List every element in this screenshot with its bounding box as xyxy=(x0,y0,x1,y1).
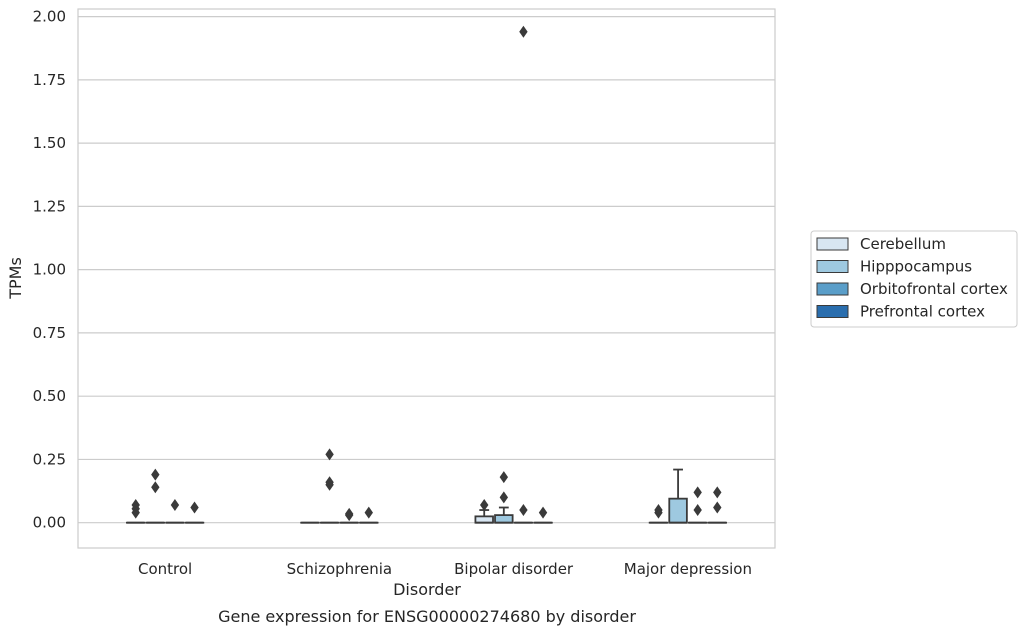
outlier-point xyxy=(190,501,199,514)
legend-swatch xyxy=(816,305,849,318)
x-tick-label: Schizophrenia xyxy=(287,560,392,578)
box-3-2 xyxy=(687,486,708,524)
y-tick-label: 0.50 xyxy=(33,387,66,405)
y-tick-label: 2.00 xyxy=(33,8,66,26)
y-axis-ticks: 0.00 0.25 0.50 0.75 1.00 1.25 1.50 1.75 2.00 xyxy=(33,8,66,532)
box-3-1 xyxy=(668,468,688,524)
box xyxy=(494,514,514,524)
x-tick-label: Control xyxy=(138,560,192,578)
legend-label: Cerebellum xyxy=(860,235,946,253)
legend-label: Hipppocampus xyxy=(860,258,972,276)
outlier-point xyxy=(499,471,509,484)
box-1-2 xyxy=(339,507,359,524)
legend-swatch xyxy=(816,260,849,273)
outlier-point xyxy=(151,481,160,494)
plot-marks xyxy=(126,25,727,524)
legend: Cerebellum Hipppocampus Orbitofrontal cort… xyxy=(810,230,1018,328)
outlier-point xyxy=(693,504,702,517)
outlier-point xyxy=(499,491,509,504)
box-0-1 xyxy=(145,468,166,524)
x-axis-ticks: Control Schizophrenia Bipolar disorder Majo… xyxy=(138,560,752,578)
box-0-3 xyxy=(184,501,205,524)
box-1-1 xyxy=(319,448,340,524)
outlier-point xyxy=(364,506,373,519)
outlier-point xyxy=(480,498,489,511)
x-tick-label: Major depression xyxy=(624,560,752,578)
legend-swatch xyxy=(816,237,849,251)
outlier-point xyxy=(325,448,334,461)
y-tick-label: 1.50 xyxy=(33,134,66,152)
gridlines xyxy=(78,15,775,524)
x-tick-label: Bipolar disorder xyxy=(454,560,574,578)
y-tick-label: 1.75 xyxy=(33,71,66,89)
plot-frame xyxy=(77,8,776,549)
box-2-2 xyxy=(513,25,534,524)
box-1-3 xyxy=(359,506,379,524)
x-axis-label: Disorder xyxy=(393,580,461,599)
outlier-point xyxy=(170,498,180,511)
y-tick-label: 1.00 xyxy=(33,261,66,279)
box-0-0 xyxy=(126,498,146,524)
outlier-point xyxy=(131,498,140,511)
box-3-3 xyxy=(707,486,727,524)
legend-swatch xyxy=(816,282,849,296)
box-0-2 xyxy=(165,498,185,524)
outlier-point xyxy=(713,486,722,499)
outlier-point xyxy=(519,25,528,38)
chart-caption: Gene expression for ENSG00000274680 by d… xyxy=(218,607,636,626)
outlier-point xyxy=(693,486,702,499)
box-3-0 xyxy=(648,504,669,524)
outlier-point xyxy=(538,506,548,519)
outlier-point xyxy=(344,507,354,520)
outlier-point xyxy=(713,501,722,514)
y-tick-label: 0.00 xyxy=(33,514,66,532)
box xyxy=(668,497,688,524)
outlier-point xyxy=(325,476,334,489)
y-axis-label: TPMs xyxy=(6,257,25,300)
legend-frame xyxy=(810,230,1018,328)
y-tick-label: 0.75 xyxy=(33,324,66,342)
box xyxy=(474,515,494,524)
box-2-3 xyxy=(533,506,553,524)
box-2-0 xyxy=(474,498,494,524)
outlier-point xyxy=(654,504,663,517)
legend-label: Orbitofrontal cortex xyxy=(860,280,1008,298)
y-tick-label: 1.25 xyxy=(33,197,66,215)
y-tick-label: 0.25 xyxy=(33,450,66,468)
outlier-point xyxy=(151,468,160,481)
legend-label: Prefrontal cortex xyxy=(860,303,985,321)
box-2-1 xyxy=(494,471,514,524)
outlier-point xyxy=(519,504,528,517)
